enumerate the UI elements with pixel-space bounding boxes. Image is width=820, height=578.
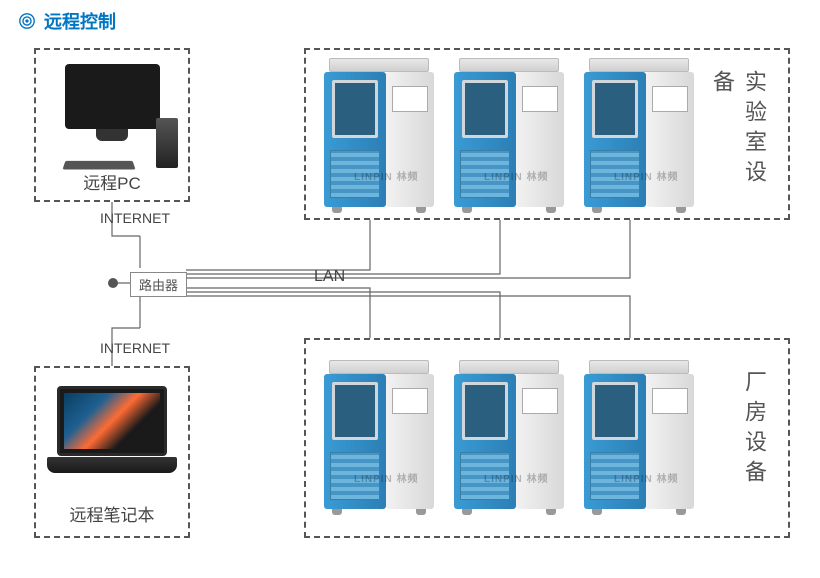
router-dot	[108, 278, 118, 288]
pc-tower-icon	[156, 118, 178, 168]
lan-label: LAN	[314, 268, 345, 286]
factory-equipment-box: LINPIN 林频 LINPIN 林频 LINPIN 林频 厂房设备	[304, 338, 790, 538]
chamber-device: LINPIN 林频	[584, 360, 694, 515]
factory-title: 厂房设备	[738, 370, 770, 490]
remote-laptop-label: 远程笔记本	[36, 501, 188, 526]
factory-device-row: LINPIN 林频 LINPIN 林频 LINPIN 林频	[324, 360, 694, 515]
header: 远程控制	[0, 0, 820, 42]
remote-laptop-box: 远程笔记本	[34, 366, 190, 538]
remote-pc-box: 远程PC	[34, 48, 190, 202]
chamber-device: LINPIN 林频	[324, 360, 434, 515]
pc-internet-label: INTERNET	[100, 210, 170, 226]
chamber-device: LINPIN 林频	[454, 58, 564, 213]
chamber-device: LINPIN 林频	[584, 58, 694, 213]
lab-title: 实验室设备	[706, 70, 770, 218]
page-title: 远程控制	[44, 8, 116, 34]
laptop-icon	[47, 386, 177, 476]
lab-device-row: LINPIN 林频 LINPIN 林频 LINPIN 林频	[324, 58, 694, 213]
router-label: 路由器	[139, 278, 178, 293]
pc-monitor-icon	[65, 64, 160, 129]
chamber-device: LINPIN 林频	[324, 58, 434, 213]
laptop-internet-label: INTERNET	[100, 340, 170, 356]
remote-pc-label: 远程PC	[36, 169, 188, 194]
chamber-device: LINPIN 林频	[454, 360, 564, 515]
router-label-box: 路由器	[130, 272, 187, 297]
lab-equipment-box: LINPIN 林频 LINPIN 林频 LINPIN 林频 实验室设备	[304, 48, 790, 220]
target-icon	[18, 12, 36, 30]
